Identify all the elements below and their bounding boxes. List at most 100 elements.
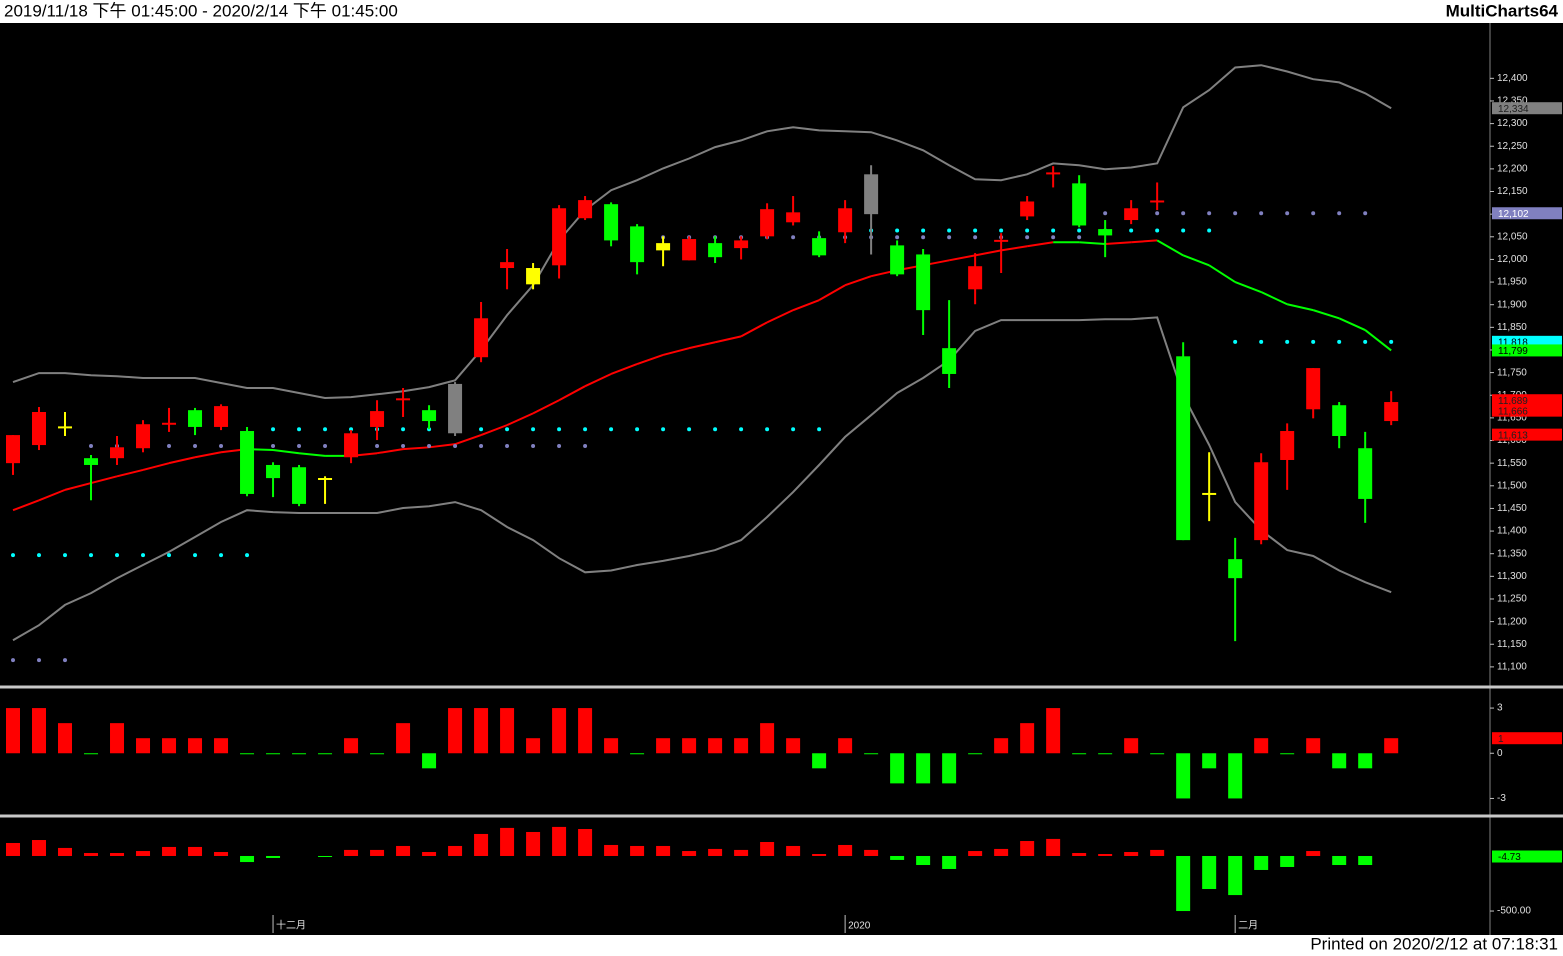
bar — [1306, 851, 1321, 856]
stop-dot — [791, 427, 796, 432]
stop-dot — [973, 228, 978, 233]
y-tick-label: 12,050 — [1497, 231, 1528, 242]
candle-body — [1332, 405, 1347, 436]
y-tick-label: 11,150 — [1497, 639, 1527, 650]
value-tag-label: 11,689 — [1498, 396, 1528, 407]
bar — [968, 753, 983, 755]
stop-dot — [297, 427, 302, 432]
candle-body — [656, 243, 671, 251]
value-tag-label: 1 — [1498, 734, 1504, 745]
mid-band-segment — [1156, 239, 1184, 257]
candle-body — [1228, 559, 1243, 579]
stop-dot — [1181, 228, 1186, 233]
bar — [1358, 753, 1373, 769]
bar — [526, 738, 541, 754]
bar — [630, 753, 645, 755]
bar — [396, 845, 411, 856]
bar — [682, 851, 697, 856]
mid-band-segment — [584, 373, 612, 388]
stop-dot — [1103, 211, 1108, 216]
mid-band-segment — [766, 309, 794, 324]
candle-body — [786, 212, 801, 223]
candle-body — [1020, 201, 1035, 217]
y-tick-label: 12,400 — [1497, 73, 1528, 84]
stop-dot — [245, 553, 250, 558]
mid-band-segment — [402, 446, 430, 451]
stop-dot — [89, 553, 94, 558]
bar — [734, 849, 749, 856]
stop-dot — [63, 658, 68, 663]
mid-band-segment — [1079, 241, 1106, 246]
y-tick-label: 11,550 — [1497, 458, 1527, 469]
bar — [604, 844, 619, 856]
bar — [1280, 753, 1295, 755]
mid-band-segment — [1131, 239, 1158, 244]
candle-body — [188, 410, 203, 427]
stop-dot — [999, 228, 1004, 233]
stop-dot — [583, 427, 588, 432]
stop-dot — [323, 443, 328, 448]
bar — [812, 854, 827, 856]
bar — [188, 846, 203, 856]
stop-dot — [1233, 211, 1238, 216]
candle-body — [370, 411, 385, 427]
bar — [110, 853, 125, 856]
y-tick-label: 11,600 — [1497, 435, 1527, 446]
bar — [656, 845, 671, 856]
stop-dot — [921, 235, 926, 240]
bar — [656, 738, 671, 754]
candle-body — [1176, 356, 1191, 541]
mid-band-segment — [168, 456, 196, 465]
bar — [1072, 853, 1087, 856]
mid-band-segment — [818, 284, 846, 302]
bar — [1228, 753, 1243, 799]
bar — [292, 753, 307, 755]
y-tick-label: 12,200 — [1497, 164, 1528, 175]
stop-dot — [479, 427, 484, 432]
bar — [1098, 753, 1113, 755]
y-tick-label: 12,000 — [1497, 254, 1528, 265]
stop-dot — [271, 427, 276, 432]
stop-dot — [713, 427, 718, 432]
candle-body — [968, 266, 983, 290]
candle-body — [1280, 431, 1295, 460]
mid-band-segment — [688, 341, 716, 350]
mid-band-segment — [1208, 264, 1236, 283]
mid-band-segment — [142, 462, 170, 471]
stop-dot — [557, 427, 562, 432]
bar — [84, 753, 99, 755]
stop-dot — [1207, 228, 1212, 233]
candle-body — [1072, 183, 1087, 226]
bar — [1332, 855, 1347, 866]
candle-body — [84, 458, 99, 465]
bar — [344, 738, 359, 754]
bar — [864, 849, 879, 856]
bar — [370, 753, 385, 755]
bar — [1202, 753, 1217, 769]
bar — [1176, 855, 1191, 912]
bar — [422, 753, 437, 769]
mid-band-segment — [480, 424, 508, 437]
bar — [1384, 738, 1399, 754]
bar — [6, 842, 21, 856]
stop-dot — [1155, 228, 1160, 233]
candle-body — [162, 422, 177, 425]
stop-dot — [115, 553, 120, 558]
bar — [1020, 841, 1035, 856]
candle-body — [682, 239, 697, 261]
value-tag — [1492, 344, 1562, 357]
y-tick-label: 11,900 — [1497, 299, 1527, 310]
stop-dot — [1363, 211, 1368, 216]
bar — [786, 738, 801, 754]
stop-dot — [1025, 228, 1030, 233]
stop-dot — [791, 235, 796, 240]
candle-body — [526, 268, 541, 285]
app-name: MultiCharts64 — [1446, 1, 1559, 20]
stop-dot — [1077, 228, 1082, 233]
stop-dot — [1051, 228, 1056, 233]
candle-body — [942, 348, 957, 374]
y-tick-label: 0 — [1497, 748, 1503, 759]
bar — [136, 851, 151, 856]
bar — [1358, 855, 1373, 866]
